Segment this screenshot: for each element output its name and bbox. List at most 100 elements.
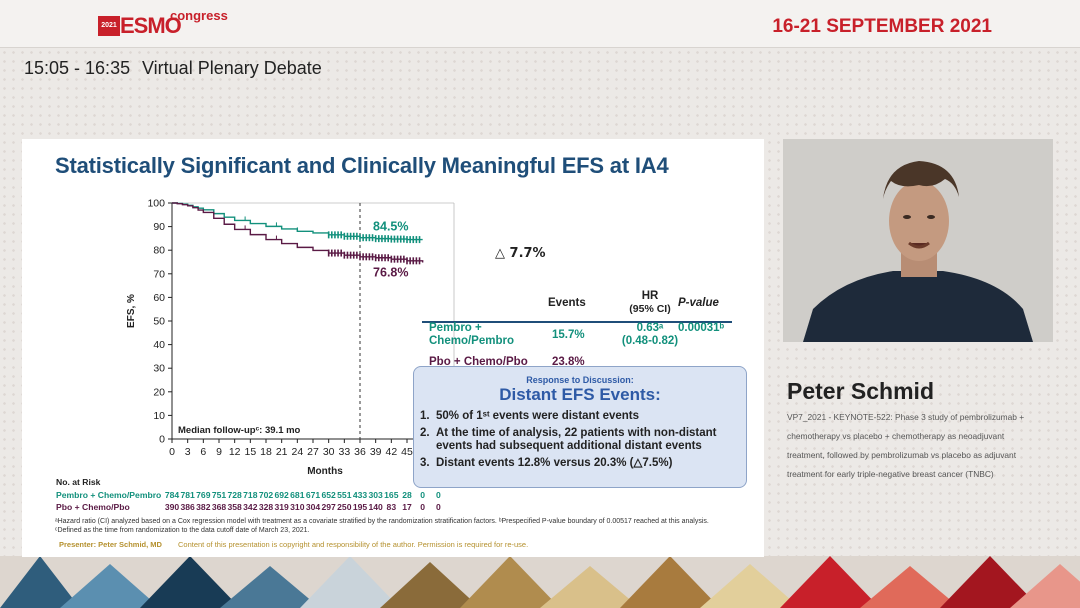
x-tick-label: 15	[244, 446, 256, 458]
hr-col-events: Events	[548, 297, 586, 309]
presentation-slide: Statistically Significant and Clinically…	[22, 139, 764, 557]
x-tick-label: 27	[307, 446, 319, 458]
risk-table-label: No. at Risk	[56, 477, 101, 487]
session-time: 15:05 - 16:35	[24, 58, 131, 78]
callout-item: 2. At the time of analysis, 22 patients …	[420, 427, 742, 454]
slide-title: Statistically Significant and Clinically…	[55, 153, 669, 178]
callout-item: 3. Distant events 12.8% versus 20.3% (△7…	[420, 457, 742, 471]
y-axis-label: EFS, %	[126, 294, 137, 328]
y-tick-label: 0	[159, 434, 165, 446]
x-tick-label: 18	[260, 446, 272, 458]
footnote-1: ᵃHazard ratio (CI) analyzed based on a C…	[55, 518, 709, 525]
session-title: Virtual Plenary Debate	[142, 58, 322, 78]
risk-row-name-1: Pembro + Chemo/Pembro	[56, 490, 162, 500]
risk-value: 342	[243, 502, 258, 512]
risk-value: 702	[258, 490, 274, 500]
y-tick-label: 100	[147, 198, 165, 210]
delta-label: △ 7.7%	[495, 246, 546, 261]
x-tick-label: 3	[185, 446, 191, 458]
callout-list: 1. 50% of 1ˢᵗ events were distant events…	[420, 410, 742, 473]
risk-value: 390	[164, 502, 180, 512]
risk-value: 358	[227, 502, 242, 512]
callout-item-text: Distant events 12.8% versus 20.3% (△7.5%…	[436, 456, 673, 469]
risk-value: 83	[386, 502, 397, 512]
hr-arm-2-events: 23.8%	[552, 356, 585, 368]
risk-value: 303	[368, 490, 383, 500]
risk-value: 781	[180, 490, 195, 500]
decorative-triangle-band	[0, 556, 1080, 608]
hr-arm-2-name: Pbo + Chemo/Pbo	[429, 356, 528, 368]
risk-value: 195	[352, 502, 368, 512]
hr-arm-1-events: 15.7%	[552, 329, 585, 341]
series-2-end-label: 76.8%	[373, 265, 408, 279]
hr-arm-1-hr: 0.63ᵃ	[636, 322, 664, 334]
risk-value: 0	[420, 502, 426, 512]
risk-table: No. at Risk Pembro + Chemo/Pembro Pbo + …	[22, 477, 764, 517]
x-tick-label: 0	[169, 446, 175, 458]
hr-col-p: P-value	[678, 297, 719, 309]
risk-value: 681	[290, 490, 305, 500]
risk-value: 671	[305, 490, 321, 500]
callout-item-num: 1.	[420, 410, 430, 422]
x-tick-label: 6	[200, 446, 206, 458]
y-tick-label: 80	[153, 245, 165, 257]
callout-title: Distant EFS Events:	[499, 385, 661, 404]
y-tick-label: 20	[153, 386, 165, 398]
x-axis-label: Months	[307, 466, 343, 477]
risk-value: 652	[321, 490, 336, 500]
congress-dates: 16-21 SEPTEMBER 2021	[772, 16, 992, 37]
x-tick-label: 30	[323, 446, 335, 458]
risk-value: 718	[243, 490, 258, 500]
risk-value: 368	[211, 502, 227, 512]
risk-value: 140	[368, 502, 383, 512]
speaker-video-frame	[783, 139, 1053, 342]
risk-value: 769	[196, 490, 211, 500]
hr-arm-1-ci: (0.48-0.82)	[621, 335, 679, 347]
median-followup: Median follow-upᶜ: 39.1 mo	[178, 425, 301, 436]
speaker-description: VP7_2021 - KEYNOTE-522: Phase 3 study of…	[787, 412, 1025, 479]
x-tick-label: 45	[401, 446, 413, 458]
hr-col-hr-sub: (95% CI)	[629, 303, 671, 315]
discussion-callout: Response to Discussion: Distant EFS Even…	[413, 366, 747, 488]
risk-value: 382	[196, 502, 211, 512]
hr-arm-1-p: 0.00031ᵇ	[678, 322, 725, 334]
risk-value: 297	[321, 502, 336, 512]
y-tick-label: 30	[153, 363, 165, 375]
x-tick-label: 36	[354, 446, 366, 458]
hr-col-hr: HR	[641, 290, 659, 302]
callout-item: 1. 50% of 1ˢᵗ events were distant events	[420, 410, 742, 424]
risk-value: 304	[305, 502, 321, 512]
y-tick-label: 40	[153, 339, 165, 351]
series-1-end-label: 84.5%	[373, 220, 408, 234]
risk-value: 28	[402, 490, 412, 500]
x-tick-label: 9	[216, 446, 222, 458]
hr-arm-1-line1: Pembro +	[429, 322, 482, 334]
risk-value: 0	[435, 490, 441, 500]
x-tick-label: 33	[338, 446, 350, 458]
hr-arm-1-line2: Chemo/Pembro	[429, 335, 514, 347]
risk-value: 433	[352, 490, 368, 500]
risk-value: 165	[384, 490, 399, 500]
y-tick-label: 10	[153, 410, 165, 422]
conference-header: 2021 ESMO congress 16-21 SEPTEMBER 2021	[0, 0, 1080, 48]
logo-main: ESMO	[120, 13, 182, 38]
risk-value: 551	[337, 490, 352, 500]
callout-item-num: 2.	[420, 426, 430, 439]
x-tick-label: 24	[291, 446, 303, 458]
risk-value: 328	[258, 502, 274, 512]
y-tick-label: 60	[153, 292, 165, 304]
risk-value: 728	[227, 490, 242, 500]
risk-value: 0	[435, 502, 441, 512]
callout-item-num: 3.	[420, 456, 430, 469]
x-tick-label: 21	[276, 446, 288, 458]
risk-row-name-2: Pbo + Chemo/Pbo	[56, 502, 130, 512]
callout-item-text: 50% of 1ˢᵗ events were distant events	[436, 410, 640, 422]
copyright-notice: Content of this presentation is copyrigh…	[178, 540, 529, 549]
risk-value: 751	[211, 490, 227, 500]
y-tick-label: 50	[153, 316, 165, 328]
risk-value: 784	[164, 490, 180, 500]
risk-value: 319	[274, 502, 289, 512]
presenter-credit: Presenter: Peter Schmid, MD	[59, 540, 162, 549]
x-tick-label: 39	[370, 446, 382, 458]
